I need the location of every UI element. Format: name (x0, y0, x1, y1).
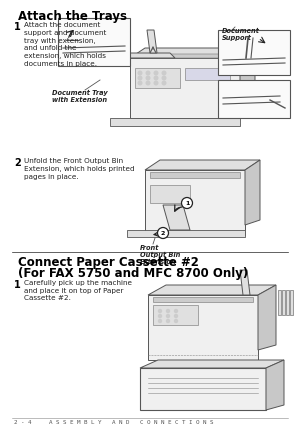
Bar (153, 297, 253, 302)
Text: 2 - 4     A S S E M B L Y   A N D   C O N N E C T I O N S: 2 - 4 A S S E M B L Y A N D C O N N E C … (14, 420, 214, 425)
Circle shape (146, 81, 150, 85)
Circle shape (154, 81, 158, 85)
Polygon shape (145, 160, 260, 170)
Text: Unfold the Front Output Bin
Extension, which holds printed
pages in place.: Unfold the Front Output Bin Extension, w… (24, 158, 135, 179)
Bar (145, 170, 245, 235)
Circle shape (182, 198, 193, 209)
Bar (130, 58, 240, 118)
Bar (185, 68, 230, 80)
Polygon shape (130, 54, 248, 58)
Polygon shape (127, 230, 245, 237)
Circle shape (154, 76, 158, 80)
Polygon shape (140, 360, 284, 368)
Text: 1: 1 (185, 201, 189, 206)
Polygon shape (130, 48, 255, 58)
Polygon shape (278, 290, 281, 315)
Bar (218, 30, 290, 75)
Circle shape (167, 309, 170, 312)
Bar (58, 18, 130, 66)
Text: Front
Output Bin
Extension: Front Output Bin Extension (140, 245, 180, 265)
Text: (For FAX 5750 and MFC 8700 Only): (For FAX 5750 and MFC 8700 Only) (18, 267, 248, 280)
Circle shape (146, 71, 150, 75)
Circle shape (138, 81, 142, 85)
Circle shape (138, 71, 142, 75)
Circle shape (158, 314, 161, 317)
Text: 1: 1 (14, 280, 21, 290)
Polygon shape (110, 118, 240, 126)
Circle shape (154, 71, 158, 75)
Circle shape (158, 320, 161, 323)
Text: Carefully pick up the machine
and place it on top of Paper
Cassette #2.: Carefully pick up the machine and place … (24, 280, 132, 301)
Text: Document Tray
with Extension: Document Tray with Extension (52, 90, 108, 103)
Polygon shape (266, 360, 284, 410)
Bar (135, 68, 180, 88)
Polygon shape (245, 160, 260, 225)
Circle shape (175, 320, 178, 323)
Polygon shape (282, 290, 285, 315)
Text: Attach the document
support and document
tray with extension,
and unfold the
ext: Attach the document support and document… (24, 22, 106, 67)
Bar (150, 185, 190, 203)
Polygon shape (147, 30, 157, 53)
Polygon shape (240, 48, 255, 118)
Circle shape (167, 320, 170, 323)
Circle shape (162, 76, 166, 80)
Bar (140, 368, 266, 410)
Text: Attach the Trays: Attach the Trays (18, 10, 127, 23)
Text: Document
Support: Document Support (222, 28, 260, 41)
Bar (218, 80, 290, 118)
Circle shape (158, 227, 169, 238)
Polygon shape (148, 285, 276, 295)
Polygon shape (290, 290, 293, 315)
Circle shape (158, 309, 161, 312)
Polygon shape (258, 285, 276, 350)
Bar (153, 305, 198, 325)
Polygon shape (240, 270, 250, 295)
Text: 1: 1 (14, 22, 21, 32)
Text: 2: 2 (161, 230, 165, 235)
Polygon shape (95, 53, 175, 58)
Circle shape (162, 81, 166, 85)
Bar (148, 295, 258, 360)
Polygon shape (163, 205, 190, 230)
Circle shape (175, 314, 178, 317)
Circle shape (162, 71, 166, 75)
Circle shape (167, 314, 170, 317)
Circle shape (138, 76, 142, 80)
Text: 2: 2 (14, 158, 21, 168)
Circle shape (175, 309, 178, 312)
Circle shape (146, 76, 150, 80)
Bar (150, 172, 240, 178)
Text: Connect Paper Cassette #2: Connect Paper Cassette #2 (18, 256, 199, 269)
Polygon shape (286, 290, 289, 315)
